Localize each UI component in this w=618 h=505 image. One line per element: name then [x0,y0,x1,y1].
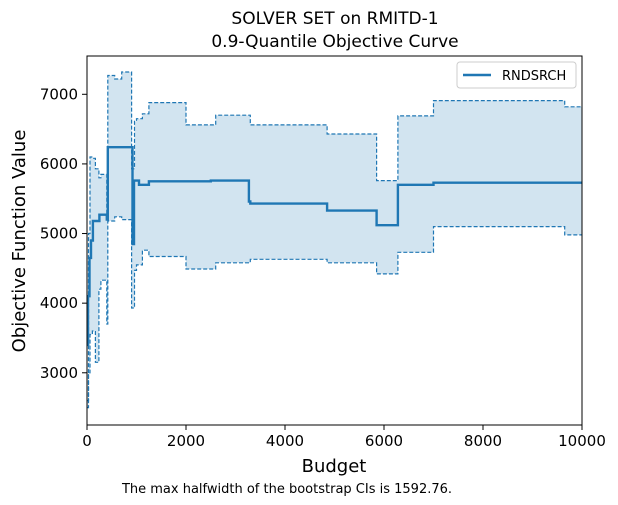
y-axis-label: Objective Function Value [9,130,30,353]
plot-area: 0 2000 4000 6000 8000 10000 3000 4000 5000 6000 70… [40,55,606,450]
plot-frame [86,55,583,426]
legend-label: RNDSRCH [502,69,566,84]
confidence-band [87,72,582,408]
x-tick-label: 0 [82,432,92,450]
y-tick-label: 7000 [40,85,78,103]
series-line [87,146,582,347]
y-tick-label: 6000 [40,155,78,173]
chart-subtitle: 0.9-Quantile Objective Curve [211,32,458,52]
ci-lower-line [87,216,582,402]
chart-title: SOLVER SET on RMITD-1 [231,9,438,29]
ci-upper-line [87,71,582,409]
ci-halfwidth-caption: The max halfwidth of the bootstrap CIs i… [121,482,452,497]
x-tick-label: 8000 [464,432,502,450]
y-tick-label: 5000 [40,225,78,243]
x-axis-label: Budget [302,456,367,477]
y-tick-label: 4000 [40,294,78,312]
x-tick-label: 10000 [558,432,606,450]
legend-box [456,61,577,89]
x-tick-label: 2000 [167,432,205,450]
x-tick-label: 4000 [266,432,304,450]
y-tick-label: 3000 [40,364,78,382]
x-tick-label: 6000 [365,432,403,450]
